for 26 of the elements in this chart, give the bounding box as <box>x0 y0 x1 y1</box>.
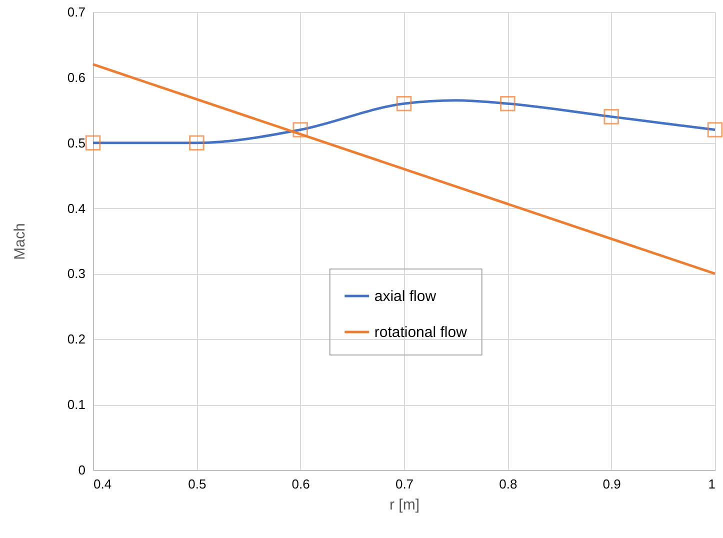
y-tick-label: 0.1 <box>67 397 86 412</box>
y-tick-label: 0.5 <box>67 135 86 150</box>
point <box>396 96 412 112</box>
y-tick-label: 0.4 <box>67 200 86 216</box>
y-tick-label: 0.2 <box>67 332 86 347</box>
x-tick-label: 0.7 <box>395 476 414 492</box>
x-tick-label: 1 <box>708 476 716 492</box>
y-tick-label: 0.6 <box>67 70 86 85</box>
y-tick-label: 0.7 <box>67 4 86 20</box>
y-tick-label: 0.3 <box>67 266 86 282</box>
point <box>707 122 723 138</box>
y-axis-title: Mach <box>11 223 28 260</box>
x-tick-label: 0.8 <box>499 476 518 492</box>
point <box>85 135 101 150</box>
x-tick-label: 0.9 <box>602 476 621 492</box>
legend-label: rotational flow <box>374 324 468 341</box>
point <box>500 96 516 112</box>
x-tick-label: 0.6 <box>292 476 310 492</box>
point <box>292 122 308 138</box>
legend-label: axial flow <box>374 288 436 305</box>
x-axis-title: r [m] <box>390 496 420 514</box>
point <box>189 135 204 150</box>
point <box>604 109 619 124</box>
x-tick-label: 0.5 <box>188 476 206 492</box>
y-tick-label: 0 <box>78 462 86 478</box>
x-tick-label: 0.4 <box>94 476 112 492</box>
